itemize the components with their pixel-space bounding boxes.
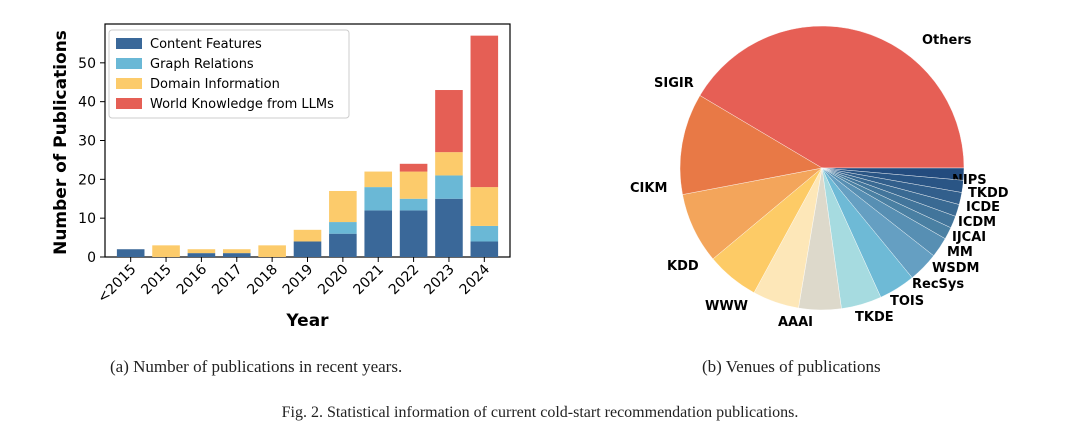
pie-slice-others	[699, 25, 965, 169]
bar-segment	[399, 171, 428, 199]
pie-label-wsdm: WSDM	[932, 261, 979, 276]
bar-segment	[470, 35, 499, 188]
bar-segment	[399, 198, 428, 211]
pie-label-tois: TOIS	[890, 294, 924, 309]
figure-caption: Fig. 2. Statistical information of curre…	[281, 404, 799, 421]
stacked-bar-chart: 01020304050<2015201520162017201820192020…	[51, 23, 511, 331]
legend-swatch	[116, 98, 142, 109]
bar-segment	[329, 233, 357, 257]
bar-segment	[364, 171, 393, 188]
pie-slice-sigir	[679, 95, 823, 195]
legend-label: Content Features	[150, 37, 262, 52]
pie-label-ijcai: IJCAI	[952, 230, 986, 245]
pie-label-recsys: RecSys	[912, 277, 964, 292]
y-tick-label: 50	[78, 56, 96, 72]
legend-box	[108, 29, 350, 119]
y-tick-label: 10	[78, 211, 96, 227]
pie-label-aaai: AAAI	[778, 315, 813, 330]
bar-segment	[435, 152, 463, 176]
venue-pie-chart: OthersNIPSTKDDICDEICDMIJCAIMMWSDMRecSysT…	[630, 25, 1009, 330]
bar-segment	[435, 198, 463, 257]
caption-a: (a) Number of publications in recent yea…	[110, 357, 403, 376]
bar-segment	[329, 222, 357, 234]
bar-segment	[399, 163, 428, 172]
bar-segment	[435, 90, 463, 153]
bar-segment	[187, 253, 216, 257]
pie-label-www: WWW	[705, 299, 748, 314]
bar-segment	[329, 190, 357, 223]
legend-swatch	[116, 58, 142, 69]
legend-label: Domain Information	[150, 77, 280, 92]
bar-segment	[435, 175, 463, 199]
pie-label-others: Others	[922, 33, 972, 48]
x-axis-title: Year	[285, 311, 329, 331]
pie-label-mm: MM	[947, 245, 973, 260]
y-tick-label: 20	[78, 172, 96, 188]
pie-label-tkdd: TKDD	[968, 186, 1009, 201]
legend-swatch	[116, 78, 142, 89]
bar-segment	[293, 241, 322, 257]
bar-segment	[258, 245, 286, 257]
legend-swatch	[116, 38, 142, 49]
bar-segment	[222, 253, 251, 257]
pie-label-kdd: KDD	[667, 259, 699, 274]
bar-segment	[222, 249, 251, 254]
bar-segment	[470, 187, 499, 226]
pie-label-tkde: TKDE	[855, 310, 894, 325]
bar-segment	[399, 210, 428, 257]
pie-label-sigir: SIGIR	[654, 76, 694, 91]
bar-segment	[293, 229, 322, 242]
legend-label: Graph Relations	[150, 57, 254, 72]
y-tick-label: 30	[78, 134, 96, 150]
y-tick-label: 0	[87, 250, 96, 266]
bar-segment	[152, 245, 180, 257]
y-axis-title: Number of Publications	[51, 30, 71, 255]
pie-label-icde: ICDE	[966, 200, 1000, 215]
pie-label-icdm: ICDM	[958, 215, 996, 230]
y-tick-label: 40	[78, 95, 96, 111]
legend: Content Features Graph Relations Domain In…	[108, 29, 350, 119]
bar-segment	[364, 187, 393, 211]
bar-segment	[364, 210, 393, 257]
bar-segment	[470, 241, 499, 257]
pie-label-cikm: CIKM	[630, 181, 667, 196]
bar-segment	[187, 249, 216, 254]
bar-segment	[470, 225, 499, 242]
caption-b: (b) Venues of publications	[702, 357, 881, 376]
bar-segment	[116, 249, 145, 257]
legend-label: World Knowledge from LLMs	[150, 97, 334, 112]
